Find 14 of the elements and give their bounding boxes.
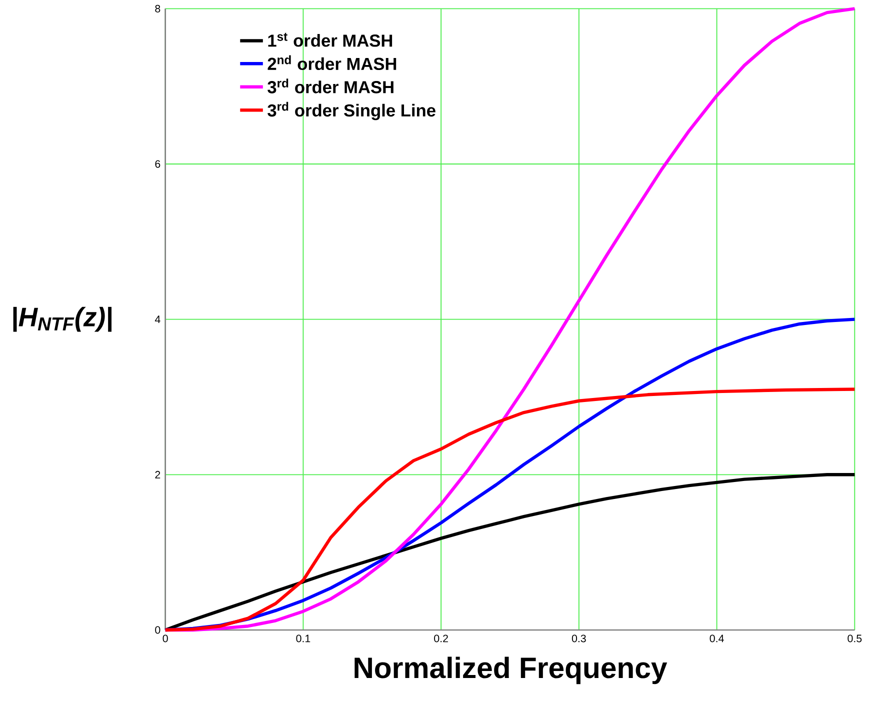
y-tick-label: 2 [155,470,160,478]
x-tick-label: 0.1 [296,634,310,642]
y-tick-label: 0 [155,626,160,634]
y-tick-label: 8 [155,4,160,12]
x-tick-label: 0.2 [434,634,448,642]
y-axis-title: |H$_{NTF}$(z)| [13,306,112,332]
x-axis-title: Normalized Frequency [354,656,668,684]
y-tick-label: 6 [155,160,160,168]
x-tick-label: 0.5 [848,634,862,642]
x-tick-label: 0.4 [710,634,724,642]
line-series [164,7,856,632]
x-tick-label: 0.3 [572,634,586,642]
x-tick-label: 0 [162,634,168,642]
y-tick-label: 4 [154,316,160,323]
